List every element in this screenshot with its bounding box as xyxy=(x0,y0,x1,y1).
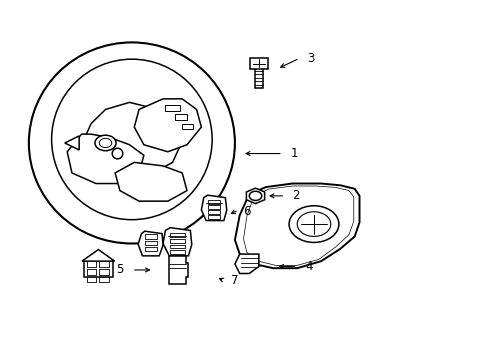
Polygon shape xyxy=(234,184,359,268)
FancyBboxPatch shape xyxy=(175,114,186,120)
FancyBboxPatch shape xyxy=(207,206,219,209)
Polygon shape xyxy=(234,254,258,274)
FancyBboxPatch shape xyxy=(170,233,184,237)
Circle shape xyxy=(297,212,330,237)
Polygon shape xyxy=(81,102,182,180)
FancyBboxPatch shape xyxy=(144,241,157,245)
FancyBboxPatch shape xyxy=(144,247,157,251)
Polygon shape xyxy=(67,134,143,184)
FancyBboxPatch shape xyxy=(170,244,184,248)
Polygon shape xyxy=(115,162,186,201)
Polygon shape xyxy=(246,188,264,204)
Polygon shape xyxy=(84,261,112,277)
Polygon shape xyxy=(255,68,262,88)
FancyBboxPatch shape xyxy=(182,123,192,129)
FancyBboxPatch shape xyxy=(99,261,109,267)
Polygon shape xyxy=(64,136,79,150)
Circle shape xyxy=(288,206,338,242)
FancyBboxPatch shape xyxy=(250,58,267,68)
Text: 6: 6 xyxy=(243,205,250,218)
FancyBboxPatch shape xyxy=(170,250,184,254)
FancyBboxPatch shape xyxy=(87,261,96,267)
FancyBboxPatch shape xyxy=(207,201,219,204)
Polygon shape xyxy=(138,231,163,256)
Polygon shape xyxy=(169,256,188,284)
Text: 4: 4 xyxy=(305,260,312,273)
Ellipse shape xyxy=(112,148,122,159)
Circle shape xyxy=(249,191,261,201)
Polygon shape xyxy=(201,195,226,221)
Ellipse shape xyxy=(29,42,234,243)
FancyBboxPatch shape xyxy=(170,239,184,243)
Text: 7: 7 xyxy=(231,274,238,287)
Polygon shape xyxy=(82,249,114,261)
FancyBboxPatch shape xyxy=(165,105,180,111)
FancyBboxPatch shape xyxy=(87,277,96,282)
Circle shape xyxy=(99,138,112,148)
Polygon shape xyxy=(163,228,191,256)
FancyBboxPatch shape xyxy=(87,269,96,275)
Text: 2: 2 xyxy=(292,189,300,202)
Circle shape xyxy=(95,135,116,151)
FancyBboxPatch shape xyxy=(144,234,157,239)
FancyBboxPatch shape xyxy=(207,210,219,214)
Polygon shape xyxy=(134,99,201,152)
Text: 1: 1 xyxy=(290,147,298,160)
Text: 5: 5 xyxy=(116,264,123,276)
FancyBboxPatch shape xyxy=(207,215,219,219)
FancyBboxPatch shape xyxy=(99,277,109,282)
FancyBboxPatch shape xyxy=(99,269,109,275)
Text: 3: 3 xyxy=(306,52,314,65)
